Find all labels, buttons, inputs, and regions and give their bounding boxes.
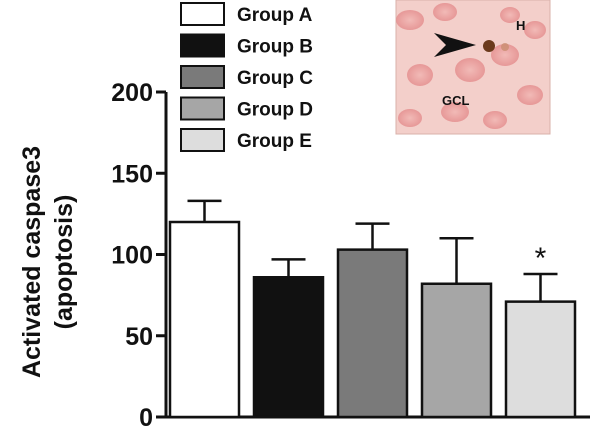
y-tick-label: 50 xyxy=(125,323,153,351)
legend-swatch xyxy=(180,65,225,89)
y-axis-title-line: Activated caspase3 xyxy=(18,146,46,378)
arrowhead-icon xyxy=(434,33,476,57)
bar xyxy=(168,220,241,419)
bar xyxy=(420,282,493,419)
y-tick-label: 100 xyxy=(111,242,153,270)
y-axis-title-line: (apoptosis) xyxy=(50,195,78,330)
micrograph-inset: H GCL xyxy=(395,0,551,135)
bar xyxy=(336,248,409,419)
bar xyxy=(252,276,325,419)
legend-swatch xyxy=(180,128,225,152)
legend-label: Group D xyxy=(237,100,313,121)
legend-swatch xyxy=(180,96,225,121)
y-tick-label: 0 xyxy=(139,404,153,432)
legend-label: Group C xyxy=(237,68,313,89)
inset-label-h: H xyxy=(516,18,525,33)
bar xyxy=(504,300,577,419)
legend-label: Group A xyxy=(237,5,313,26)
y-axis-title: Activated caspase3 (apoptosis) xyxy=(18,146,78,378)
y-tick-label: 200 xyxy=(111,79,153,107)
legend-swatch xyxy=(180,33,225,58)
legend: Group A Group B Group C Group D Group E xyxy=(180,2,313,152)
significance-marker: * xyxy=(535,242,547,275)
y-tick-label: 150 xyxy=(111,160,153,188)
legend-swatch xyxy=(180,2,225,26)
legend-label: Group E xyxy=(237,131,312,152)
inset-label-gcl: GCL xyxy=(442,93,470,108)
legend-label: Group B xyxy=(237,37,313,58)
bars: * xyxy=(168,199,577,419)
